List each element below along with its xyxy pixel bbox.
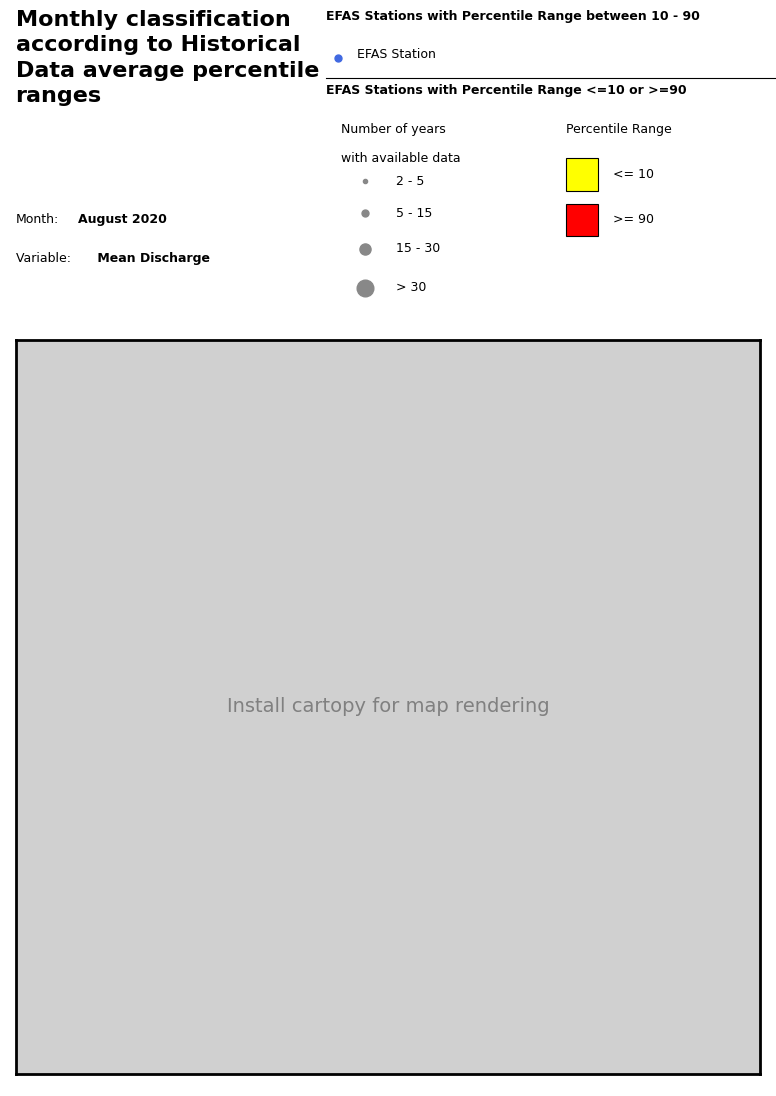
- Text: 5 - 15: 5 - 15: [396, 207, 432, 220]
- Text: Mean Discharge: Mean Discharge: [93, 252, 210, 265]
- Bar: [566, 204, 598, 236]
- Text: > 30: > 30: [396, 282, 426, 294]
- Text: Monthly classification
according to Historical
Data average percentile
ranges: Monthly classification according to Hist…: [16, 10, 319, 106]
- Text: Install cartopy for map rendering: Install cartopy for map rendering: [227, 697, 549, 717]
- Text: Percentile Range: Percentile Range: [566, 123, 672, 136]
- Text: <= 10: <= 10: [613, 168, 654, 181]
- Text: Number of years: Number of years: [341, 123, 446, 136]
- Text: >= 90: >= 90: [613, 214, 654, 227]
- Text: EFAS Stations with Percentile Range <=10 or >=90: EFAS Stations with Percentile Range <=10…: [326, 84, 687, 98]
- Text: Month:: Month:: [16, 214, 59, 227]
- Text: EFAS Stations with Percentile Range between 10 - 90: EFAS Stations with Percentile Range betw…: [326, 10, 700, 23]
- Text: Variable:: Variable:: [16, 252, 74, 265]
- Text: August 2020: August 2020: [78, 214, 167, 227]
- Text: EFAS Station: EFAS Station: [357, 48, 436, 61]
- Text: 15 - 30: 15 - 30: [396, 242, 440, 255]
- Text: with available data: with available data: [341, 152, 461, 165]
- Text: 2 - 5: 2 - 5: [396, 174, 424, 187]
- Bar: [566, 159, 598, 191]
